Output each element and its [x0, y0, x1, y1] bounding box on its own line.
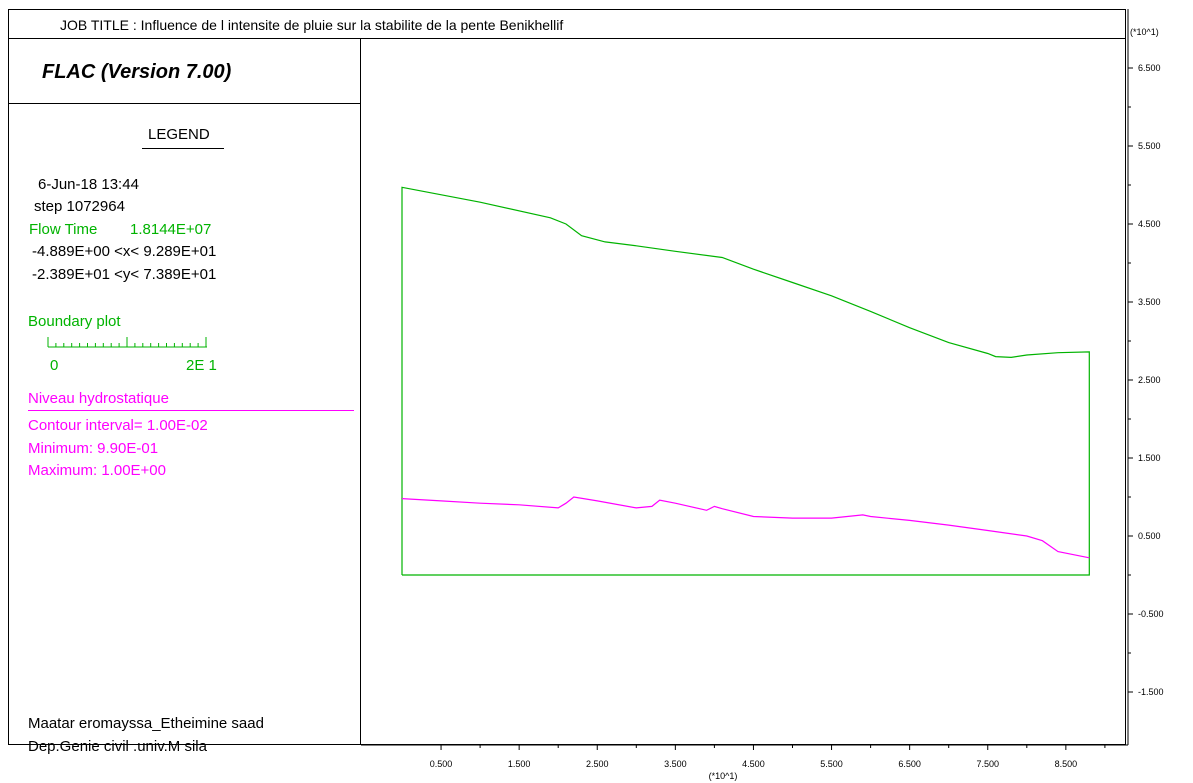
y-tick-label: -0.500: [1138, 609, 1164, 619]
y-range: -2.389E+01 <y< 7.389E+01: [32, 266, 217, 283]
scale-bar: [47, 337, 207, 348]
minimum-value: Minimum: 9.90E-01: [28, 440, 159, 457]
version-title: FLAC (Version 7.00): [42, 61, 232, 83]
boundary-series-line: [401, 186, 1090, 576]
x-unit-label: (*10^1): [709, 771, 738, 781]
x-tick-label: 6.500: [898, 759, 921, 769]
x-tick-label: 4.500: [742, 759, 765, 769]
hydrostatic-series-line: [401, 496, 1090, 559]
niveau-label: Niveau hydrostatique: [28, 390, 169, 407]
x-tick-label: 2.500: [586, 759, 609, 769]
author-text: Maatar eromayssa_Etheimine saad: [28, 715, 264, 732]
legend-panel: [8, 38, 361, 745]
scale-max: 2E 1: [186, 357, 217, 374]
flow-time-value: 1.8144E+07: [130, 221, 212, 238]
niveau-underline: [28, 410, 354, 411]
boundary-plot-label: Boundary plot: [28, 313, 121, 330]
legend-separator: [8, 103, 361, 104]
y-tick-label: 0.500: [1138, 531, 1161, 541]
scale-min: 0: [50, 357, 59, 374]
legend-underline: [142, 148, 224, 149]
x-tick-label: 3.500: [664, 759, 687, 769]
x-range: -4.889E+00 <x< 9.289E+01: [32, 243, 217, 260]
y-tick-label: 2.500: [1138, 375, 1161, 385]
y-tick-label: 5.500: [1138, 141, 1161, 151]
legend-date: 6-Jun-18 13:44: [38, 176, 139, 193]
contour-interval: Contour interval= 1.00E-02: [28, 417, 208, 434]
legend-title: LEGEND: [148, 126, 210, 143]
y-tick-label: 4.500: [1138, 219, 1161, 229]
x-tick-label: 8.500: [1055, 759, 1078, 769]
header-separator: [8, 38, 1126, 39]
x-tick-label: 5.500: [820, 759, 843, 769]
y-unit-label: (*10^1): [1130, 27, 1159, 37]
x-tick-label: 7.500: [976, 759, 999, 769]
flow-time-label: Flow Time: [29, 221, 98, 238]
x-tick-label: 1.500: [508, 759, 531, 769]
y-tick-label: -1.500: [1138, 687, 1164, 697]
y-tick-label: 1.500: [1138, 453, 1161, 463]
legend-step: step 1072964: [34, 198, 125, 215]
y-tick-label: 3.500: [1138, 297, 1161, 307]
maximum-value: Maximum: 1.00E+00: [28, 462, 166, 479]
y-tick-label: 6.500: [1138, 63, 1161, 73]
department-text: Dep.Genie civil .univ.M sila: [28, 738, 207, 755]
job-title: JOB TITLE : Influence de l intensite de …: [60, 17, 564, 33]
x-tick-label: 0.500: [430, 759, 453, 769]
